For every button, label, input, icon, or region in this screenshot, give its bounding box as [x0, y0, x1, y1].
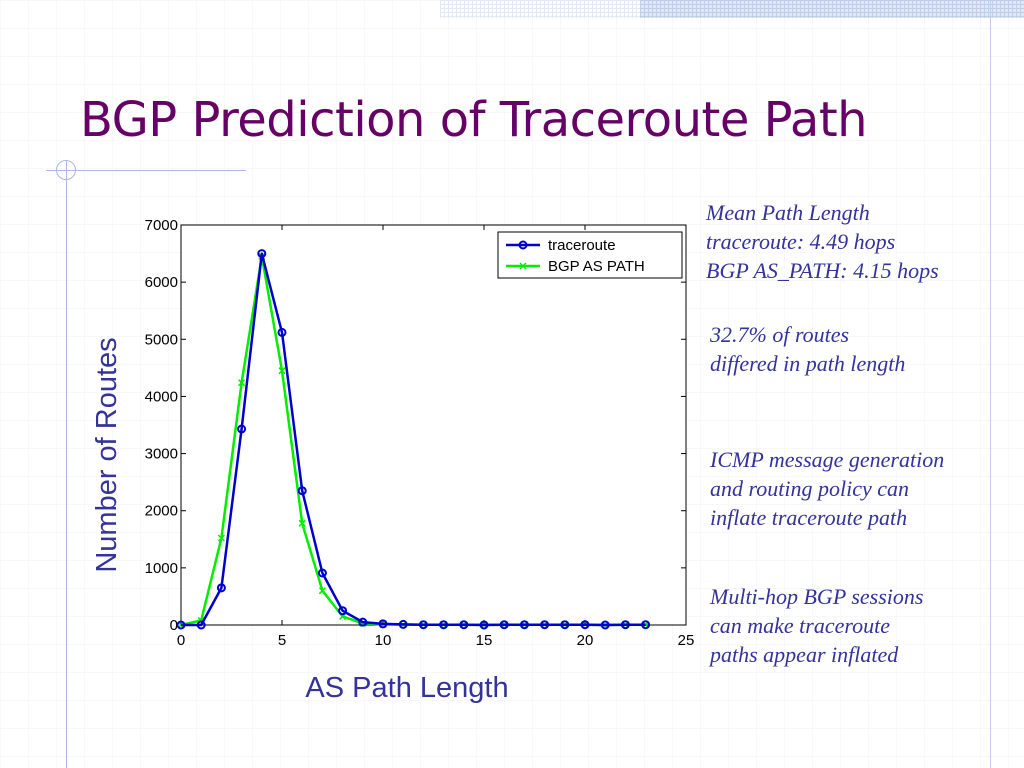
note-line: ICMP message generation — [710, 447, 945, 472]
legend-label: traceroute — [548, 237, 616, 254]
note-line: can make traceroute — [710, 613, 891, 638]
note-line: and routing policy can — [710, 476, 909, 501]
note-line: inflate traceroute path — [710, 505, 908, 530]
note-line: Multi-hop BGP sessions — [710, 584, 924, 609]
note-line: paths appear inflated — [710, 642, 899, 667]
data-point-traceroute — [378, 619, 388, 629]
data-point-traceroute — [418, 620, 428, 630]
data-point-traceroute — [580, 620, 590, 630]
y-tick-label: 7000 — [145, 217, 178, 234]
data-point-traceroute — [479, 620, 489, 630]
x-tick-label: 5 — [278, 632, 286, 649]
right-vertical-rule — [990, 0, 991, 768]
data-point-traceroute — [257, 249, 267, 259]
x-tick-label: 20 — [577, 632, 594, 649]
data-point-traceroute — [560, 620, 570, 630]
data-point-bgp-as-path — [278, 367, 286, 375]
note-line: Mean Path Length — [706, 200, 870, 225]
x-tick-label: 25 — [678, 632, 695, 649]
note-line: BGP AS_PATH: 4.15 hops — [706, 258, 939, 283]
data-point-traceroute — [237, 424, 247, 434]
x-axis-label: AS Path Length — [305, 672, 508, 704]
data-point-traceroute — [277, 327, 287, 337]
slide-title: BGP Prediction of Traceroute Path — [80, 92, 868, 148]
note-icmp: ICMP message generation and routing poli… — [710, 445, 944, 532]
data-point-traceroute — [196, 620, 206, 630]
data-point-traceroute — [439, 620, 449, 630]
corner-ring-ornament — [56, 160, 76, 180]
data-point-traceroute — [176, 620, 186, 630]
plot-area — [180, 224, 687, 626]
x-tick-label: 10 — [375, 632, 392, 649]
legend-box — [497, 231, 683, 279]
data-point-bgp-as-path — [238, 379, 246, 387]
note-differed: 32.7% of routes differed in path length — [710, 320, 905, 378]
data-point-traceroute — [540, 620, 550, 630]
legend-marker-x — [519, 262, 527, 270]
note-line: differed in path length — [710, 351, 906, 376]
data-point-traceroute — [620, 620, 630, 630]
y-tick-label: 0 — [170, 617, 178, 634]
data-point-traceroute — [338, 606, 348, 616]
y-tick-label: 2000 — [145, 503, 178, 520]
left-vertical-rule — [66, 160, 67, 768]
data-point-traceroute — [499, 620, 509, 630]
title-underline-rule — [46, 170, 246, 171]
data-point-traceroute — [641, 620, 651, 630]
y-tick-label: 4000 — [145, 388, 178, 405]
data-point-bgp-as-path — [298, 519, 306, 527]
data-point-traceroute — [297, 486, 307, 496]
data-point-traceroute — [459, 620, 469, 630]
header-pattern — [640, 0, 1024, 18]
data-point-traceroute — [600, 620, 610, 630]
data-point-traceroute — [398, 619, 408, 629]
y-axis-label: Number of Routes — [91, 337, 123, 572]
data-point-bgp-as-path — [217, 534, 225, 542]
data-point-bgp-as-path — [318, 587, 326, 595]
note-line: traceroute: 4.49 hops — [706, 229, 896, 254]
y-tick-label: 3000 — [145, 446, 178, 463]
data-point-traceroute — [216, 583, 226, 593]
header-pattern-light — [440, 0, 640, 18]
x-tick-label: 15 — [476, 632, 493, 649]
note-line: 32.7% of routes — [710, 322, 850, 347]
legend-marker-circle — [518, 240, 528, 250]
x-tick-label: 0 — [177, 632, 185, 649]
legend-label: BGP AS PATH — [548, 258, 645, 275]
y-tick-label: 6000 — [145, 274, 178, 291]
note-multihop: Multi-hop BGP sessions can make tracerou… — [710, 582, 923, 669]
data-point-traceroute — [317, 568, 327, 578]
data-point-traceroute — [519, 620, 529, 630]
y-tick-label: 5000 — [145, 331, 178, 348]
data-point-traceroute — [358, 617, 368, 627]
y-tick-label: 1000 — [145, 560, 178, 577]
note-mean-path: Mean Path Length traceroute: 4.49 hops B… — [706, 198, 939, 285]
